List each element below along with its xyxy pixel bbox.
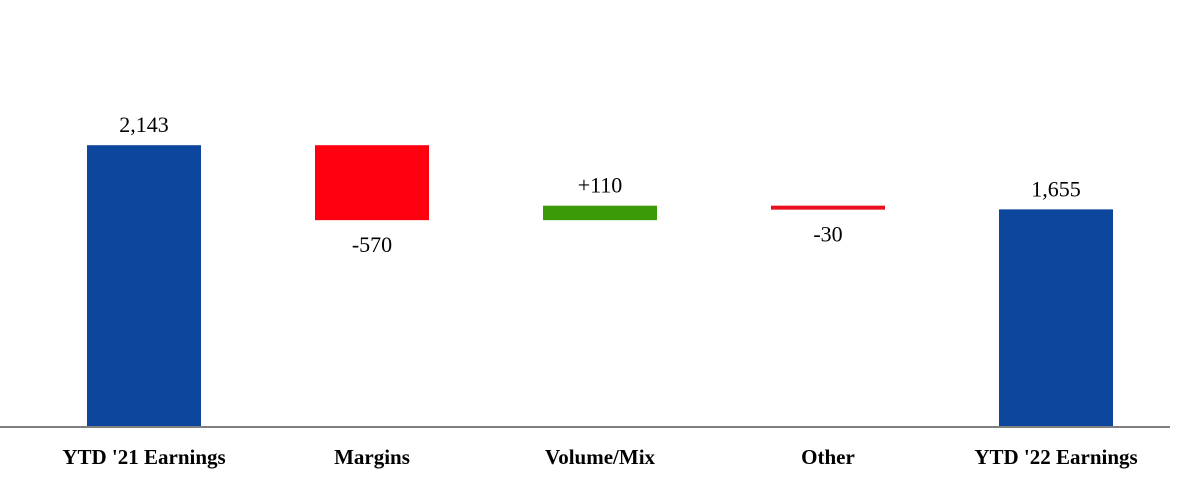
value-label-other: -30 [813, 222, 842, 247]
category-label-ytd-21-earnings: YTD '21 Earnings [62, 445, 225, 469]
value-label-ytd-21-earnings: 2,143 [119, 112, 169, 137]
bar-ytd-21-earnings [87, 145, 201, 427]
bar-other [771, 205, 885, 210]
bars-group [87, 145, 1113, 427]
bar-volume-mix [543, 205, 657, 221]
value-label-margins: -570 [352, 232, 392, 257]
value-label-volume-mix: +110 [578, 173, 623, 198]
category-labels-group: YTD '21 Earnings Margins Volume/Mix Other YT… [62, 445, 1137, 469]
category-label-other: Other [801, 445, 855, 469]
category-label-ytd-22-earnings: YTD '22 Earnings [974, 445, 1137, 469]
value-label-ytd-22-earnings: 1,655 [1031, 176, 1081, 201]
data-labels-group: 2,143 -570 +110 -30 1,655 [119, 112, 1081, 257]
bar-ytd-22-earnings [999, 209, 1113, 427]
category-label-volume-mix: Volume/Mix [545, 445, 656, 469]
bar-margins [315, 145, 429, 221]
category-label-margins: Margins [334, 445, 410, 469]
